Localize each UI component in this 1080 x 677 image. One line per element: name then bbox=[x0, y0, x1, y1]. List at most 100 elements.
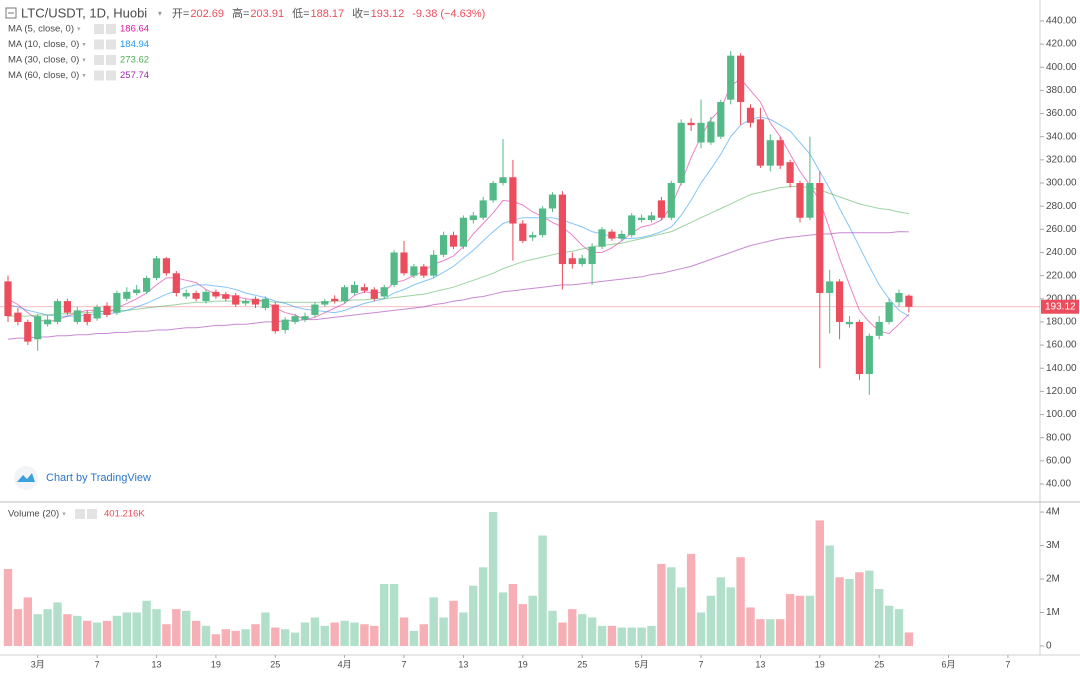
y-tick-label: 400.00 bbox=[1046, 62, 1077, 73]
settings-icon[interactable] bbox=[94, 39, 104, 50]
close-icon[interactable] bbox=[87, 509, 97, 519]
candle-body bbox=[638, 217, 646, 221]
x-tick-label: 7 bbox=[1005, 659, 1010, 669]
candle-body bbox=[796, 183, 804, 218]
volume-bar bbox=[449, 600, 458, 646]
volume-bar bbox=[568, 609, 577, 646]
close-icon[interactable] bbox=[106, 70, 116, 81]
candle-body bbox=[63, 301, 71, 313]
ma-legend-value: 273.62 bbox=[120, 55, 149, 66]
volume-bar bbox=[231, 630, 240, 646]
y-tick-label: 380.00 bbox=[1046, 85, 1077, 96]
collapse-icon[interactable] bbox=[5, 7, 17, 19]
volume-bar bbox=[172, 609, 181, 646]
volume-bar bbox=[805, 595, 815, 646]
volume-bar bbox=[310, 617, 320, 646]
candle-body bbox=[133, 289, 141, 293]
volume-bar bbox=[142, 600, 151, 646]
candle-body bbox=[905, 295, 913, 307]
candle-body bbox=[548, 194, 557, 209]
volume-bar bbox=[241, 629, 250, 646]
candle-body bbox=[727, 55, 735, 100]
close-icon[interactable] bbox=[106, 24, 116, 34]
volume-bar bbox=[122, 612, 131, 646]
y-tick-label: 220.00 bbox=[1046, 270, 1077, 281]
volume-bar bbox=[23, 597, 32, 646]
y-tick-label: 300.00 bbox=[1046, 178, 1077, 189]
ma-line bbox=[7, 231, 909, 340]
volume-bar bbox=[706, 595, 716, 646]
y-tick-label: 280.00 bbox=[1046, 201, 1077, 212]
x-tick-label: 13 bbox=[151, 659, 161, 669]
dropdown-arrow: ▾ bbox=[82, 72, 86, 79]
settings-icon[interactable] bbox=[94, 55, 104, 65]
candle-body bbox=[103, 305, 111, 315]
settings-icon[interactable] bbox=[75, 509, 85, 519]
logo-icon bbox=[17, 473, 35, 482]
ma-legend-value: 186.64 bbox=[120, 24, 149, 35]
candle-body bbox=[598, 229, 606, 247]
candle-body bbox=[717, 101, 725, 137]
candle-body bbox=[271, 304, 279, 332]
candle-body bbox=[390, 252, 398, 285]
candle-body bbox=[667, 183, 675, 218]
volume-bar bbox=[43, 609, 52, 646]
settings-icon[interactable] bbox=[94, 24, 104, 34]
volume-bar bbox=[281, 629, 290, 646]
candle-body bbox=[459, 217, 467, 247]
volume-bar bbox=[736, 557, 745, 646]
volume-bar bbox=[657, 563, 666, 646]
settings-icon[interactable] bbox=[94, 70, 104, 81]
volume-bar bbox=[73, 615, 82, 646]
volume-bar bbox=[191, 620, 201, 646]
x-tick-label: 3月 bbox=[31, 659, 45, 669]
volume-bar bbox=[330, 622, 339, 646]
ma-legend-name: MA (10, close, 0) bbox=[8, 39, 79, 50]
volume-bar bbox=[894, 609, 904, 646]
volume-bar bbox=[370, 625, 379, 646]
candle-body bbox=[499, 177, 507, 184]
ohlc-value: 188.17 bbox=[311, 8, 345, 20]
volume-bar bbox=[776, 619, 785, 646]
candle-body bbox=[519, 223, 527, 241]
candle-body bbox=[370, 289, 378, 299]
candle-body bbox=[44, 319, 52, 325]
watermark[interactable]: Chart by TradingView bbox=[46, 472, 151, 484]
volume-bar bbox=[795, 595, 805, 646]
x-tick-label: 25 bbox=[577, 659, 587, 669]
dropdown-arrow: ▾ bbox=[62, 511, 66, 518]
x-tick-label: 19 bbox=[518, 659, 528, 669]
volume-legend-value: 401.216K bbox=[104, 509, 145, 520]
candle-body bbox=[73, 310, 81, 322]
candle-body bbox=[261, 298, 269, 309]
volume-bar bbox=[627, 627, 636, 646]
candle-body bbox=[93, 306, 101, 319]
volume-bar bbox=[875, 589, 884, 646]
y-tick-label: 180.00 bbox=[1046, 317, 1077, 328]
candle-body bbox=[410, 266, 418, 276]
volume-bar bbox=[399, 617, 409, 646]
close-icon[interactable] bbox=[106, 39, 116, 50]
candle-body bbox=[865, 335, 873, 375]
volume-bar bbox=[479, 567, 488, 646]
ohlc-value: 202.69 bbox=[190, 8, 224, 20]
candle-body bbox=[806, 183, 814, 218]
x-tick-label: 7 bbox=[95, 659, 100, 669]
ma-line bbox=[8, 186, 909, 317]
volume-bar bbox=[63, 614, 72, 646]
volume-bar bbox=[300, 622, 310, 646]
volume-bar bbox=[578, 614, 587, 646]
volume-bar bbox=[726, 587, 735, 646]
volume-bar bbox=[647, 625, 656, 646]
x-tick-label: 19 bbox=[211, 659, 221, 669]
y-tick-label: 320.00 bbox=[1046, 155, 1077, 166]
candle-body bbox=[885, 302, 893, 322]
last-price-label: 193.12 bbox=[1045, 301, 1076, 312]
close-icon[interactable] bbox=[106, 55, 116, 65]
candle-body bbox=[836, 281, 844, 322]
candle-body bbox=[281, 319, 289, 331]
volume-bar bbox=[132, 612, 141, 646]
candle-body bbox=[182, 292, 190, 297]
candle-body bbox=[479, 200, 487, 218]
volume-bar bbox=[419, 624, 428, 646]
